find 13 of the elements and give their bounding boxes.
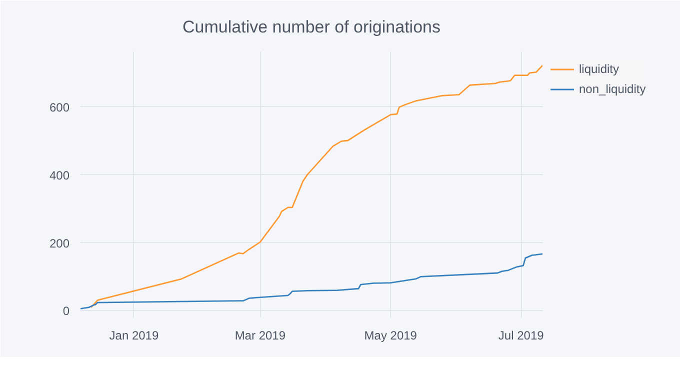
x-tick-label: May 2019 — [364, 328, 418, 342]
line-series — [80, 253, 542, 310]
x-tick-label: Mar 2019 — [234, 328, 286, 342]
legend-label: non_liquidity — [579, 82, 646, 96]
y-tick-label: 0 — [62, 304, 70, 318]
y-tick-label: 200 — [49, 236, 70, 250]
legend-label: liquidity — [579, 62, 620, 76]
x-tick-label: Jan 2019 — [109, 328, 159, 342]
y-tick-label: 400 — [49, 168, 70, 182]
x-tick-label: Jul 2019 — [498, 328, 544, 342]
chart-title: Cumulative number of originations — [182, 18, 440, 36]
line-series — [90, 64, 542, 308]
y-tick-label: 600 — [49, 100, 70, 114]
